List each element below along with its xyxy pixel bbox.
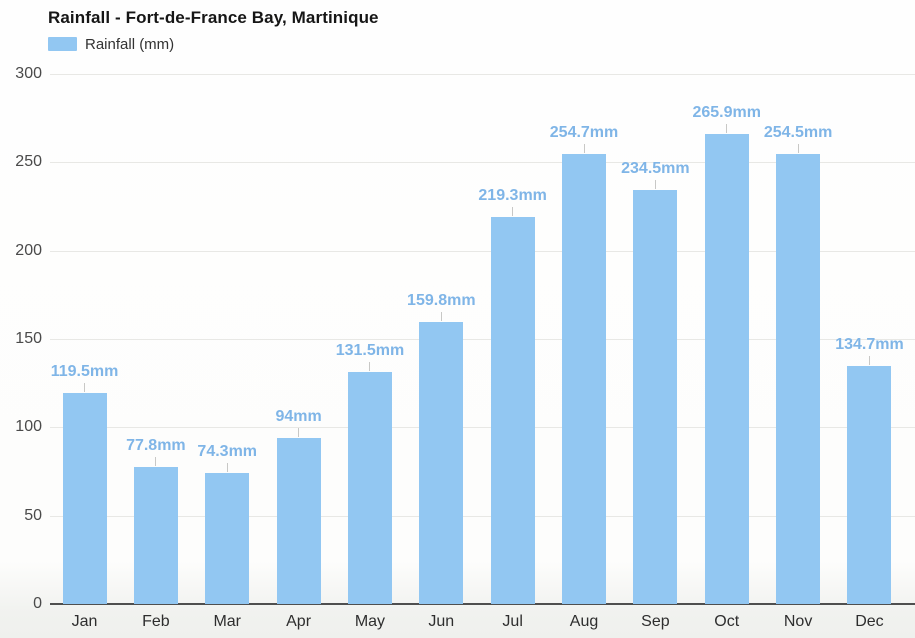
gridline-300 [50, 74, 915, 75]
legend-label: Rainfall (mm) [85, 35, 175, 53]
x-axis-label-apr: Apr [286, 613, 312, 630]
bar-apr [276, 437, 321, 604]
x-axis-label-nov: Nov [783, 613, 813, 630]
bar-tick-dec [868, 356, 870, 366]
bar-feb [133, 466, 178, 604]
legend-swatch [48, 37, 77, 51]
gridline-250 [50, 162, 915, 164]
x-axis-label-oct: Oct [714, 613, 740, 630]
y-axis-label-200: 200 [15, 241, 42, 259]
chart-title: Rainfall - Fort-de-France Bay, Martiniqu… [48, 8, 379, 27]
x-axis-label-feb: Feb [142, 613, 170, 630]
bar-jul [490, 216, 535, 604]
bar-value-label-feb: 77.8mm [126, 436, 186, 454]
x-axis-label-sep: Sep [641, 613, 670, 630]
bar-dec [847, 366, 892, 604]
bar-nov [776, 154, 821, 604]
bar-tick-aug [583, 144, 585, 154]
x-axis-label-jan: Jan [71, 613, 98, 630]
bar-tick-oct [726, 124, 728, 134]
x-axis-label-mar: Mar [213, 613, 241, 630]
bar-tick-jun [440, 311, 442, 321]
x-axis-label-dec: Dec [855, 613, 884, 630]
bar-value-label-dec: 134.7mm [835, 336, 904, 354]
bar-value-label-apr: 94mm [275, 407, 322, 425]
legend-item-rainfall[interactable]: Rainfall (mm) [48, 35, 175, 53]
x-axis-line [50, 603, 915, 605]
bar-tick-apr [298, 427, 300, 437]
bar-tick-nov [797, 144, 799, 154]
x-axis-label-jul: Jul [502, 613, 523, 630]
y-axis-label-0: 0 [33, 595, 42, 612]
bar-value-label-aug: 254.7mm [549, 124, 619, 142]
bar-tick-jan [84, 382, 85, 392]
gridline-200 [50, 250, 915, 252]
bar-oct [704, 134, 749, 604]
bar-sep [633, 189, 678, 604]
bar-tick-jul [512, 206, 514, 216]
y-axis-label-300: 300 [15, 65, 42, 82]
bar-value-label-oct: 265.9mm [692, 104, 761, 122]
bar-value-label-nov: 254.5mm [763, 124, 833, 142]
bar-value-label-may: 131.5mm [335, 341, 405, 359]
bar-mar [205, 472, 250, 604]
gridline-50 [50, 515, 915, 517]
y-axis-label-250: 250 [15, 153, 42, 171]
gridline-100 [50, 427, 915, 429]
bar-tick-may [369, 361, 371, 371]
y-axis-label-100: 100 [15, 418, 42, 436]
bar-tick-mar [226, 462, 228, 472]
bar-aug [562, 154, 607, 604]
bar-tick-sep [654, 179, 656, 189]
bar-value-label-mar: 74.3mm [197, 442, 258, 460]
x-axis-label-may: May [354, 613, 386, 630]
bar-value-label-jun: 159.8mm [407, 291, 476, 309]
bar-value-label-sep: 234.5mm [621, 159, 690, 177]
bar-value-label-jul: 219.3mm [478, 186, 547, 204]
y-axis-label-150: 150 [15, 330, 42, 347]
bar-tick-feb [155, 456, 157, 466]
bar-jan [62, 392, 107, 604]
bar-value-label-jan: 119.5mm [50, 362, 119, 380]
x-axis-label-aug: Aug [569, 613, 599, 630]
x-axis-label-jun: Jun [428, 613, 455, 630]
bar-jun [419, 321, 464, 604]
bar-may [347, 371, 392, 604]
y-axis-label-50: 50 [24, 506, 42, 524]
gridline-150 [50, 339, 915, 340]
